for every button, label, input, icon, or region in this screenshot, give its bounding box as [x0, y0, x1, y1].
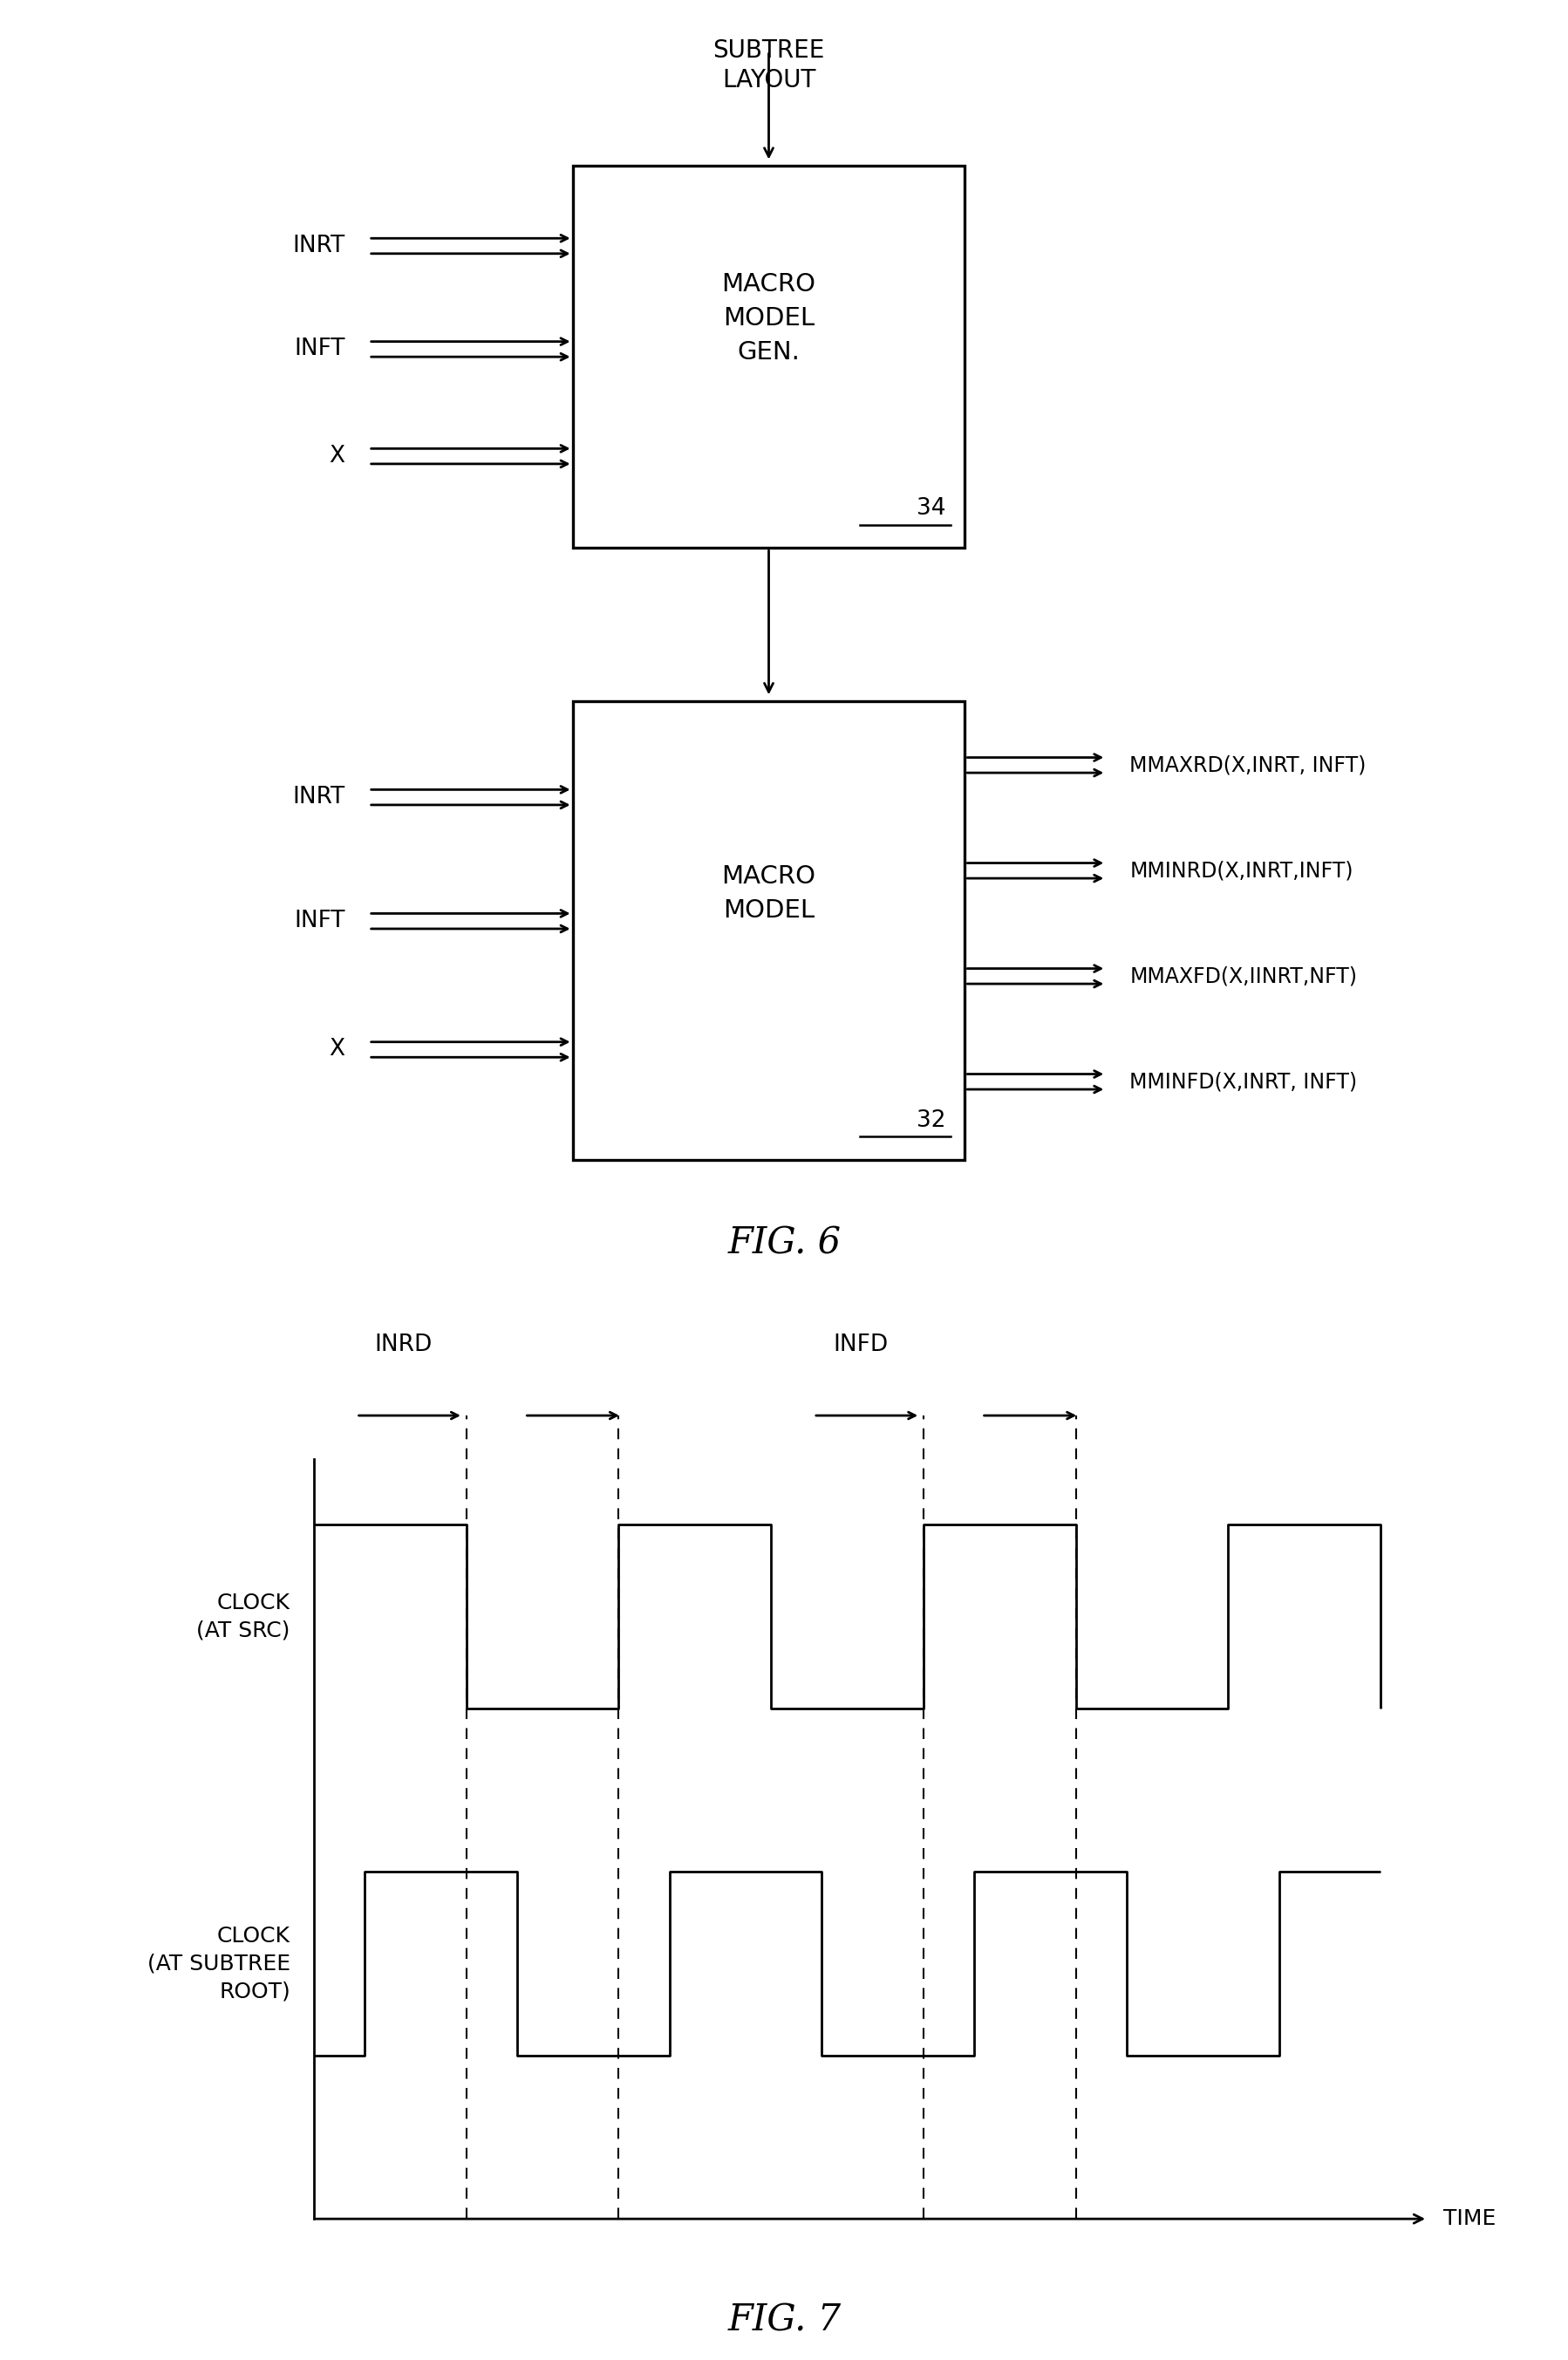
Text: TIME: TIME: [1443, 2209, 1496, 2230]
Text: MACRO
MODEL: MACRO MODEL: [721, 864, 815, 923]
Bar: [572, 165, 964, 548]
Text: X: X: [329, 1038, 345, 1062]
Text: MMINFD(X,INRT, INFT): MMINFD(X,INRT, INFT): [1129, 1071, 1356, 1093]
Text: CLOCK
(AT SRC): CLOCK (AT SRC): [196, 1593, 290, 1640]
Text: 34: 34: [916, 498, 946, 519]
Text: INRT: INRT: [293, 786, 345, 809]
Text: FIG. 6: FIG. 6: [728, 1225, 840, 1263]
Text: MMINRD(X,INRT,INFT): MMINRD(X,INRT,INFT): [1129, 859, 1353, 880]
Text: INRT: INRT: [293, 234, 345, 257]
Text: 32: 32: [916, 1109, 946, 1133]
Text: SUBTREE
LAYOUT: SUBTREE LAYOUT: [712, 38, 825, 92]
Text: MMAXFD(X,IINRT,NFT): MMAXFD(X,IINRT,NFT): [1129, 965, 1356, 986]
Text: CLOCK
(AT SUBTREE
ROOT): CLOCK (AT SUBTREE ROOT): [147, 1926, 290, 2001]
Text: X: X: [329, 446, 345, 467]
Text: INFT: INFT: [293, 911, 345, 932]
Text: MMAXRD(X,INRT, INFT): MMAXRD(X,INRT, INFT): [1129, 755, 1366, 776]
Bar: [572, 701, 964, 1159]
Text: INRD: INRD: [375, 1333, 433, 1355]
Text: MACRO
MODEL
GEN.: MACRO MODEL GEN.: [721, 271, 815, 366]
Text: INFD: INFD: [833, 1333, 887, 1355]
Text: FIG. 7: FIG. 7: [728, 2301, 840, 2339]
Text: INFT: INFT: [293, 337, 345, 361]
